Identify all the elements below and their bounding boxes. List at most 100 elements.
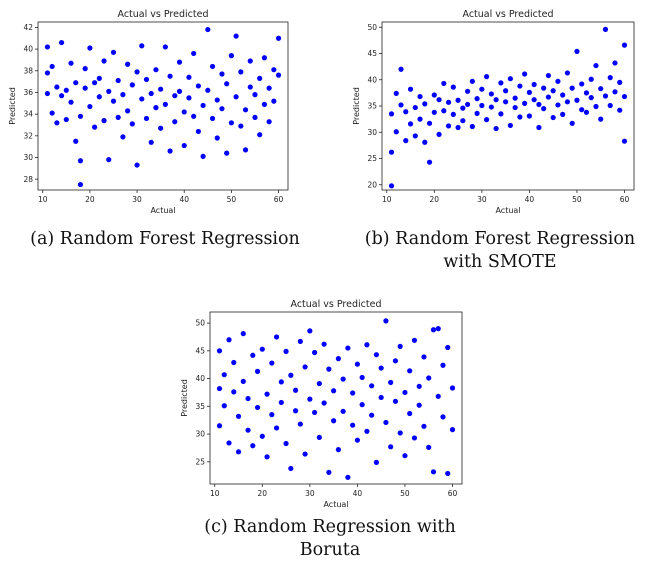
data-point <box>541 85 547 91</box>
x-tick-label: 20 <box>85 195 95 204</box>
data-point <box>316 380 322 387</box>
data-point <box>110 49 117 55</box>
data-point <box>531 81 537 88</box>
data-point <box>302 364 308 370</box>
y-tick-label: 30 <box>367 128 377 137</box>
data-point <box>388 183 395 189</box>
data-point <box>77 158 84 164</box>
data-point <box>158 125 164 131</box>
data-point <box>436 97 442 103</box>
y-tick-label: 45 <box>195 346 205 355</box>
caption-c: (c) Random Regression with Boruta <box>170 516 490 562</box>
data-point <box>261 101 268 107</box>
y-tick-label: 40 <box>367 75 377 84</box>
data-point <box>235 449 242 455</box>
x-tick-label: 30 <box>305 489 315 498</box>
data-point <box>283 348 289 354</box>
data-point <box>455 124 461 131</box>
data-point <box>450 111 456 117</box>
data-point <box>172 93 178 99</box>
data-point <box>426 444 432 450</box>
scatter-chart-svg: Actual vs Predicted 10 20 30 40 50 60 20 25 30 35 4… <box>352 9 635 215</box>
data-point <box>216 348 223 354</box>
data-point <box>517 83 523 89</box>
data-point <box>588 95 594 101</box>
data-point <box>393 129 399 135</box>
data-point <box>498 80 504 86</box>
data-point <box>257 75 263 81</box>
data-point <box>219 106 225 112</box>
data-point <box>240 331 246 337</box>
data-point <box>233 33 239 39</box>
data-point <box>271 98 277 104</box>
data-point <box>252 114 258 120</box>
y-tick-label: 34 <box>23 110 33 119</box>
data-point <box>288 372 294 378</box>
data-point <box>517 114 523 120</box>
data-point <box>397 430 403 436</box>
data-point <box>231 389 237 395</box>
caption-b-line-2: with SMOTE <box>443 252 557 272</box>
x-axis-label: Actual <box>150 206 175 215</box>
data-point <box>153 105 159 111</box>
data-point <box>460 105 466 111</box>
data-point <box>82 66 88 72</box>
data-point <box>555 102 561 108</box>
data-point <box>120 134 126 140</box>
data-point <box>264 454 270 460</box>
data-point <box>340 408 346 414</box>
data-point <box>435 393 441 399</box>
data-point <box>191 113 197 119</box>
data-point <box>373 459 380 465</box>
data-point <box>393 90 399 96</box>
data-point <box>498 111 504 117</box>
data-point <box>411 435 418 441</box>
data-point <box>158 86 164 92</box>
data-point <box>531 97 537 103</box>
y-tick-label: 45 <box>367 49 377 58</box>
data-point <box>73 80 79 86</box>
data-point <box>369 412 375 418</box>
x-tick-label: 40 <box>525 195 535 204</box>
data-point <box>354 437 360 443</box>
y-tick-label: 40 <box>23 45 33 54</box>
x-tick-label: 50 <box>400 489 410 498</box>
x-tick-label: 30 <box>132 195 142 204</box>
data-point <box>92 124 98 130</box>
data-point <box>77 113 84 119</box>
data-point <box>621 138 628 144</box>
data-point <box>564 70 571 76</box>
data-point <box>275 72 282 78</box>
data-point <box>134 162 140 168</box>
data-point <box>431 109 437 115</box>
data-point <box>238 123 244 129</box>
data-point <box>422 139 428 145</box>
data-point <box>129 82 135 88</box>
data-point <box>77 181 84 188</box>
data-point <box>526 89 532 95</box>
data-point <box>522 71 528 77</box>
data-point <box>321 341 327 347</box>
data-point <box>266 85 272 91</box>
y-tick-label: 40 <box>195 374 205 383</box>
data-point <box>503 88 509 94</box>
data-point <box>209 63 216 70</box>
data-point <box>331 388 337 394</box>
data-point <box>49 63 55 70</box>
data-point <box>369 383 375 389</box>
data-point <box>335 356 341 362</box>
data-point <box>228 53 234 59</box>
data-point <box>436 131 442 137</box>
data-point <box>219 71 225 77</box>
data-point <box>407 121 414 127</box>
data-point <box>484 117 490 123</box>
x-tick-label: 40 <box>179 195 189 204</box>
y-axis-label: Predicted <box>180 379 189 417</box>
data-point <box>68 99 74 105</box>
data-point <box>115 114 121 120</box>
x-tick-label: 10 <box>210 489 220 498</box>
data-point <box>233 94 239 100</box>
y-axis-label: Predicted <box>8 87 17 125</box>
data-point <box>167 73 173 79</box>
data-point <box>388 379 394 386</box>
